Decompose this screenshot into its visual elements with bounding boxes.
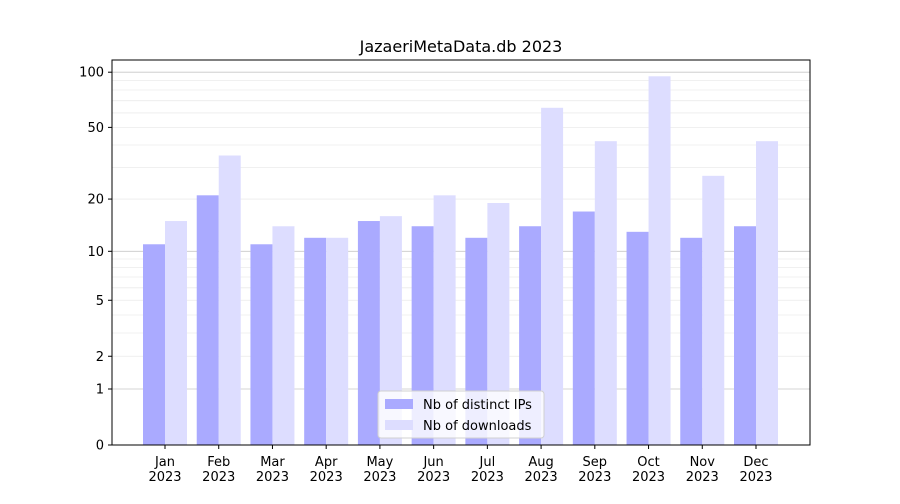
chart-title: JazaeriMetaData.db 2023 (359, 37, 563, 56)
bar-distinct-ips (250, 244, 273, 445)
x-tick-label: 2023 (471, 470, 504, 485)
legend-swatch (385, 420, 413, 430)
legend-swatch (385, 399, 413, 409)
bar-downloads (165, 221, 187, 445)
bar-distinct-ips (357, 221, 380, 445)
bar-distinct-ips (626, 231, 649, 445)
y-tick-label: 100 (79, 66, 104, 81)
bar-distinct-ips (411, 226, 434, 445)
x-tick-label: 2023 (578, 470, 611, 485)
x-tick-label: 2023 (417, 470, 450, 485)
bars (143, 76, 778, 446)
x-tick-label: Oct (637, 455, 659, 470)
x-tick-label: Mar (260, 455, 285, 470)
bar-downloads (541, 107, 564, 445)
x-tick-label: Jan (154, 455, 175, 470)
x-tick-label: 2023 (148, 470, 181, 485)
x-tick-label: Feb (207, 455, 230, 470)
plot-frame (111, 59, 811, 446)
legend-label: Nb of distinct IPs (423, 398, 532, 413)
legend-label: Nb of downloads (423, 419, 532, 434)
x-tick-label: 2023 (310, 470, 343, 485)
legend-box (377, 390, 545, 439)
y-tick-label: 1 (96, 383, 104, 398)
legend: Nb of distinct IPs Nb of downloads (377, 390, 545, 439)
bar-downloads (433, 195, 456, 445)
y-axis: 0 1 2 5 10 20 50 100 (79, 66, 112, 454)
bar-downloads (218, 155, 241, 445)
x-tick-label: 2023 (632, 470, 665, 485)
y-tick-label: 5 (96, 294, 104, 309)
y-tick-label: 50 (87, 121, 104, 136)
bar-distinct-ips (519, 226, 542, 445)
x-tick-label: 2023 (256, 470, 289, 485)
bar-downloads (272, 226, 295, 445)
x-tick-label: Nov (690, 455, 716, 470)
x-tick-label: Jul (479, 455, 496, 470)
x-tick-label: 2023 (739, 470, 772, 485)
x-tick-label: 2023 (202, 470, 235, 485)
bar-distinct-ips (680, 237, 703, 445)
bar-downloads (702, 175, 725, 445)
bar-downloads (379, 216, 402, 445)
x-tick-label: Aug (528, 455, 553, 470)
x-tick-label: 2023 (363, 470, 396, 485)
bar-downloads (326, 237, 349, 445)
y-tick-label: 20 (87, 193, 104, 208)
bar-downloads (648, 76, 671, 446)
bar-downloads (594, 141, 617, 445)
y-tick-label: 2 (96, 350, 104, 365)
y-tick-label: 10 (87, 245, 104, 260)
x-tick-label: May (366, 455, 393, 470)
x-tick-label: Dec (743, 455, 768, 470)
bar-distinct-ips (143, 244, 165, 445)
x-tick-label: Jun (422, 455, 443, 470)
bar-distinct-ips (304, 237, 327, 445)
x-axis: Jan2023Feb2023Mar2023Apr2023May2023Jun20… (148, 445, 773, 485)
bar-distinct-ips (734, 226, 756, 445)
bar-distinct-ips (196, 195, 219, 445)
y-tick-label: 0 (96, 439, 104, 454)
x-tick-label: 2023 (525, 470, 558, 485)
bar-distinct-ips (572, 211, 595, 445)
bar-downloads (487, 203, 510, 445)
bar-downloads (756, 141, 778, 445)
x-tick-label: Sep (583, 455, 608, 470)
x-tick-label: Apr (315, 455, 338, 470)
x-tick-label: 2023 (686, 470, 719, 485)
